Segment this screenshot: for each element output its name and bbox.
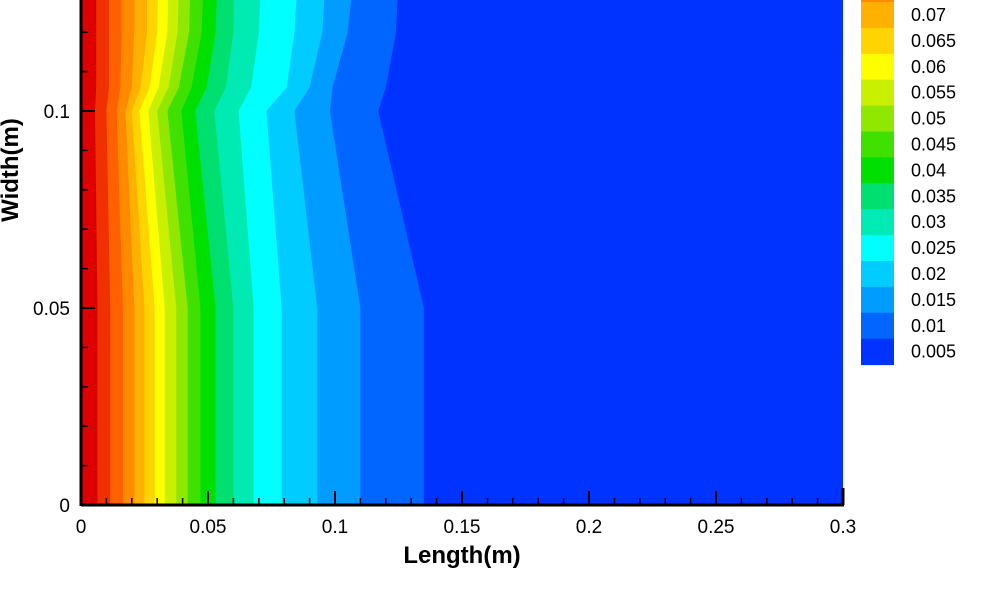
legend-label: 0.015 xyxy=(911,290,956,310)
legend-label: 0.01 xyxy=(911,316,946,336)
contour-bands xyxy=(81,0,843,505)
legend-swatch xyxy=(861,53,894,81)
legend-swatch xyxy=(861,105,894,132)
legend-label: 0.02 xyxy=(911,264,946,284)
x-axis-ticks: 0 0.05 0.1 0.15 0.2 0.25 0.3 xyxy=(76,491,856,538)
x-tick-label: 0.05 xyxy=(190,517,227,538)
legend-label: 0.065 xyxy=(911,31,956,51)
legend-swatch xyxy=(861,209,894,236)
legend-swatch-partial xyxy=(861,0,894,2)
y-tick-label: 0 xyxy=(59,496,70,517)
legend-swatch xyxy=(861,312,894,340)
legend-swatch xyxy=(861,338,894,366)
legend-label: 0.045 xyxy=(911,135,956,155)
x-tick-label: 0.15 xyxy=(444,517,481,538)
legend-swatch xyxy=(861,27,894,55)
legend-swatch xyxy=(861,235,894,262)
legend-swatch xyxy=(861,79,894,107)
contour-band-1 xyxy=(81,0,98,505)
legend-swatch xyxy=(861,2,894,29)
legend-swatch xyxy=(861,261,894,288)
legend-label: 0.025 xyxy=(911,238,956,258)
y-axis-title: Width(m) xyxy=(0,118,24,222)
x-tick-label: 0.1 xyxy=(322,517,348,538)
x-axis-title: Length(m) xyxy=(403,542,520,569)
legend-swatch xyxy=(861,157,894,184)
legend-label: 0.005 xyxy=(911,342,956,362)
y-axis-ticks: 00.050.10.15 xyxy=(33,31,95,517)
legend-label: 0.055 xyxy=(911,83,956,103)
x-tick-label: 0 xyxy=(76,517,87,538)
y-tick-label: 0.1 xyxy=(44,102,70,123)
legend-swatch xyxy=(861,183,894,210)
legend-label: 0.06 xyxy=(911,57,946,77)
legend-label: 0.05 xyxy=(911,109,946,129)
legend-swatch xyxy=(861,286,894,314)
x-tick-label: 0.3 xyxy=(830,517,856,538)
color-legend: 0.07 0.065 0.06 0.055 0.05 0.045 0.04 0.035 0.03… xyxy=(861,0,956,366)
x-tick-label: 0.25 xyxy=(698,517,735,538)
legend-label: 0.035 xyxy=(911,186,956,206)
legend-label: 0.04 xyxy=(911,160,946,180)
y-tick-label: 0.05 xyxy=(33,299,70,320)
legend-swatch xyxy=(861,131,894,158)
legend-label: 0.07 xyxy=(911,5,946,25)
legend-label: 0.03 xyxy=(911,212,946,232)
x-tick-label: 0.2 xyxy=(576,517,602,538)
